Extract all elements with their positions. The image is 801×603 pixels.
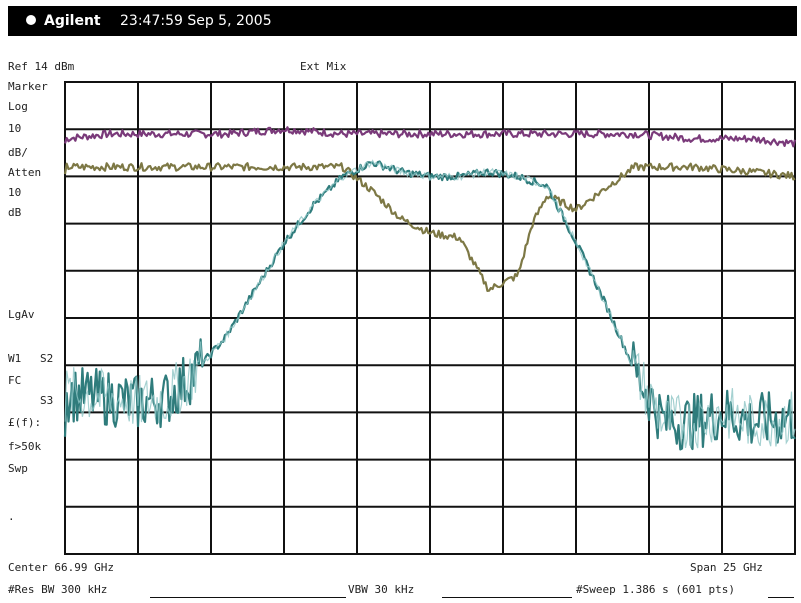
- center-freq-label: Center 66.99 GHz: [8, 561, 114, 574]
- sweep-label: #Sweep 1.386 s (601 pts): [576, 583, 735, 596]
- ref-level-label: Ref 14 dBm: [8, 60, 75, 73]
- timestamp: 23:47:59 Sep 5, 2005: [120, 13, 272, 29]
- atten-value: 10: [8, 186, 22, 199]
- trace-1-line: [63, 126, 797, 148]
- w1-label: W1: [8, 352, 22, 365]
- brand-label: Agilent: [44, 13, 101, 29]
- scale-label: Log: [8, 100, 28, 113]
- atten-label: Atten: [8, 166, 42, 179]
- afc-label: £(f):: [8, 416, 42, 429]
- trace-3-noise-overlay: [64, 159, 796, 449]
- s2-label: S2: [40, 352, 54, 365]
- ftun-label: f>50k: [8, 440, 42, 453]
- span-label: Span 25 GHz: [690, 561, 763, 574]
- vbw-label: VBW 30 kHz: [348, 583, 415, 596]
- marker-label: Marker: [8, 80, 48, 93]
- swp-label: Swp: [8, 462, 28, 475]
- atten-unit: dB: [8, 206, 22, 219]
- lgav-label: LgAv: [8, 308, 35, 321]
- ext-mix-label: Ext Mix: [300, 60, 347, 73]
- s3-label: S3: [40, 394, 54, 407]
- title-bar: Agilent 23:47:59 Sep 5, 2005: [8, 6, 797, 36]
- res-bw-underline: [150, 597, 346, 598]
- agilent-logo-icon: [26, 15, 36, 25]
- trace-2-line: [63, 162, 796, 292]
- db-per-div-label: dB/: [8, 146, 28, 159]
- sweep-underline: [768, 597, 794, 598]
- dot-label: .: [8, 510, 15, 523]
- res-bw-label: #Res BW 300 kHz: [8, 583, 108, 596]
- fc-label: FC: [8, 374, 22, 387]
- vbw-underline: [442, 597, 572, 598]
- div-value: 10: [8, 122, 22, 135]
